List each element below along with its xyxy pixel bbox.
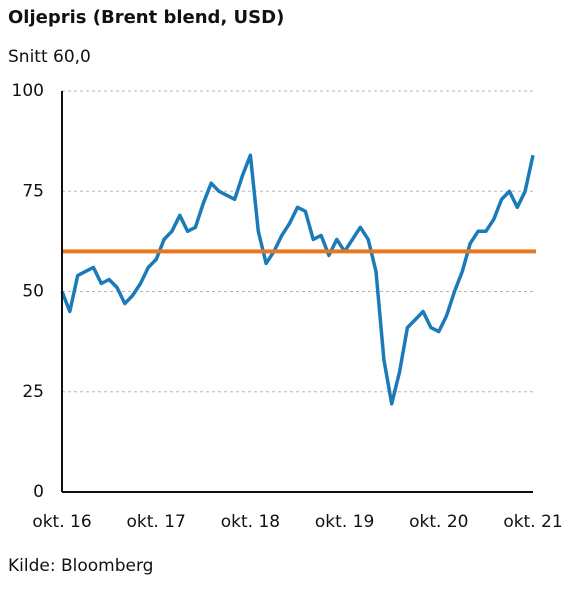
chart-title: Oljepris (Brent blend, USD) xyxy=(8,7,284,28)
y-tick-label: 25 xyxy=(22,382,44,402)
y-tick-label: 50 xyxy=(22,282,44,302)
x-tick-label: okt. 17 xyxy=(127,512,186,532)
chart-subtitle: Snitt 60,0 xyxy=(8,47,91,67)
x-tick-label: okt. 21 xyxy=(503,512,562,532)
x-tick-label: okt. 19 xyxy=(315,512,374,532)
y-tick-label: 0 xyxy=(33,482,44,502)
x-tick-label: okt. 16 xyxy=(32,512,91,532)
source: Kilde: Bloomberg xyxy=(8,556,153,576)
y-tick-label: 100 xyxy=(12,81,44,101)
y-tick-label: 75 xyxy=(22,181,44,201)
x-tick-label: okt. 20 xyxy=(409,512,468,532)
price-line xyxy=(60,153,535,406)
x-tick-label: okt. 18 xyxy=(221,512,280,532)
